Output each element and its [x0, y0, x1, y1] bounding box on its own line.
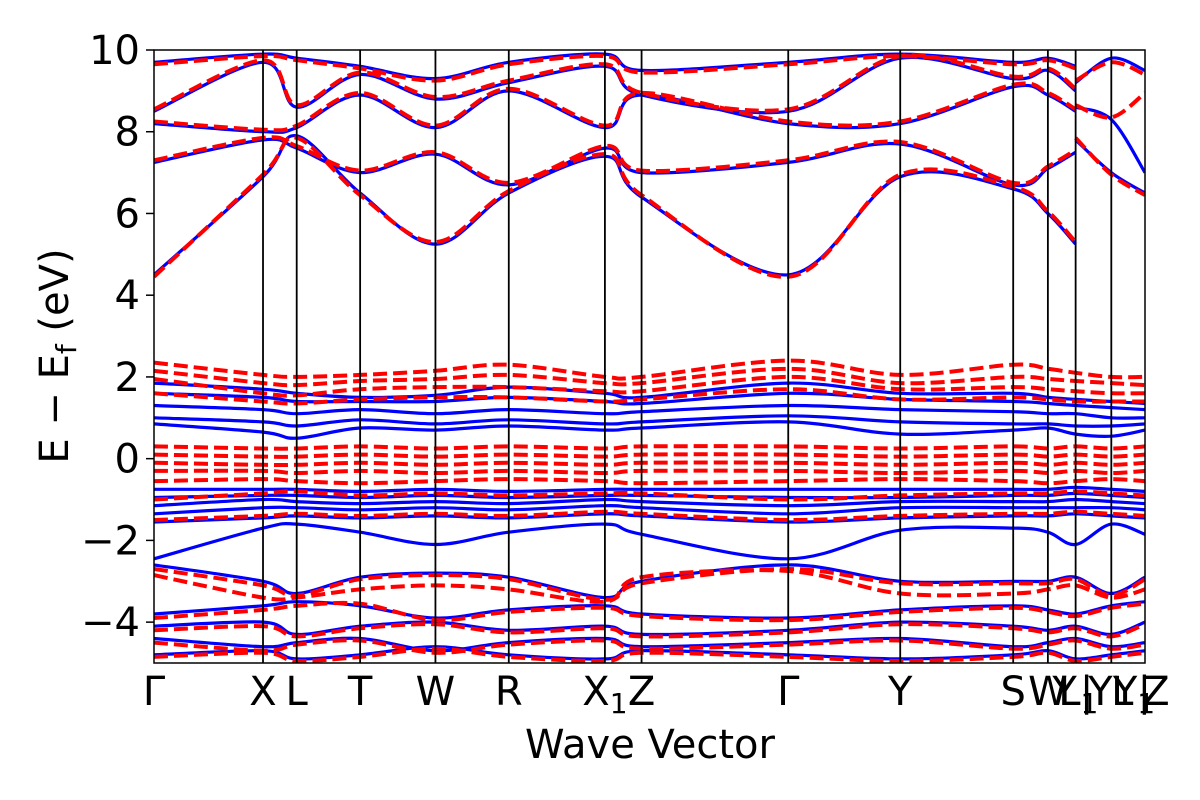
- band-dashed-44: [154, 568, 1145, 604]
- y-axis-label: E − Ef (eV): [32, 248, 83, 463]
- kpoint-label-2: L: [286, 669, 309, 715]
- band-solid-20: [154, 600, 1145, 620]
- kpoint-label-12: Y: [1051, 669, 1077, 715]
- y-tick-label-4: 4: [115, 273, 140, 319]
- plot-frame: [153, 49, 1146, 664]
- kpoint-label-18: Y1: [1112, 669, 1155, 720]
- band-dashed-42: [154, 509, 1145, 523]
- high-symmetry-lines: [262, 50, 1113, 663]
- band-solid-16: [154, 504, 1145, 516]
- band-dashed-24: [154, 135, 1078, 279]
- band-solid-18: [154, 521, 1145, 561]
- band-lines: [154, 52, 1145, 663]
- kpoint-label-6: X1: [582, 669, 627, 720]
- band-dashed-41: [154, 489, 1145, 502]
- y-axis-label-unit: (eV): [32, 248, 78, 344]
- band-solid-5: [1075, 105, 1145, 174]
- kpoint-label-0: Γ: [143, 669, 166, 715]
- x-axis-label: Wave Vector: [525, 722, 776, 768]
- band-solid-3: [154, 55, 1077, 115]
- band-dashed-46: [154, 622, 1145, 639]
- band-solid-17: [154, 512, 1145, 524]
- kpoint-label-16: L: [1111, 669, 1134, 715]
- kpoint-label-7: Z: [628, 669, 655, 715]
- band-dashed-35: [154, 387, 1145, 406]
- y-axis-ticks: −4 −2 0 2 4 6 8 10: [81, 28, 154, 646]
- band-dashed-32: [154, 358, 1145, 381]
- y-tick-label-7: 10: [89, 28, 140, 74]
- band-solid-11: [154, 414, 1145, 428]
- band-dashed-27: [154, 53, 1077, 113]
- band-dashed-29: [1074, 91, 1145, 120]
- kpoint-label-5: R: [495, 669, 523, 715]
- band-dashed-48: [154, 646, 1145, 663]
- band-dashed-33: [154, 366, 1145, 388]
- kpoint-label-19: Z: [1142, 669, 1169, 715]
- y-axis-label-main: E − E: [32, 354, 78, 464]
- kpoint-label-10: S: [1001, 669, 1026, 715]
- band-solid-6: [1074, 138, 1145, 195]
- band-solid-13: [154, 485, 1145, 493]
- band-solid-23: [154, 645, 1145, 661]
- kpoint-label-17: |: [1138, 669, 1151, 715]
- y-axis-label-sub: f: [50, 343, 83, 354]
- band-dashed-37: [154, 452, 1145, 459]
- band-dashed-39: [154, 468, 1145, 475]
- y-tick-label-1: −2: [81, 518, 140, 564]
- kpoint-label-1: X: [249, 669, 276, 715]
- kpoint-label-8: Γ: [777, 669, 800, 715]
- kpoint-label-3: T: [347, 669, 373, 715]
- y-tick-label-6: 8: [115, 110, 140, 156]
- kpoint-label-14: L1: [1058, 669, 1098, 720]
- band-solid-2: [154, 83, 1077, 134]
- kpoint-label-11: W: [1028, 669, 1068, 715]
- band-dashed-47: [154, 638, 1145, 655]
- band-solid-15: [154, 497, 1145, 508]
- kpoint-label-4: W: [416, 669, 456, 715]
- kpoint-label-13: |: [1080, 669, 1093, 715]
- kpoint-label-15: Y: [1087, 669, 1113, 715]
- y-tick-label-5: 6: [115, 191, 140, 237]
- band-dashed-34: [154, 374, 1145, 398]
- band-dashed-36: [154, 444, 1145, 451]
- kpoint-label-9: Y: [887, 669, 913, 715]
- band-dashed-38: [154, 460, 1145, 468]
- band-dashed-45: [154, 600, 1145, 623]
- band-dashed-40: [154, 477, 1145, 486]
- band-dashed-25: [154, 135, 1077, 186]
- y-tick-label-3: 2: [115, 355, 140, 401]
- y-tick-label-0: −4: [81, 600, 140, 646]
- band-solid-10: [154, 403, 1145, 420]
- y-tick-label-2: 0: [115, 437, 140, 483]
